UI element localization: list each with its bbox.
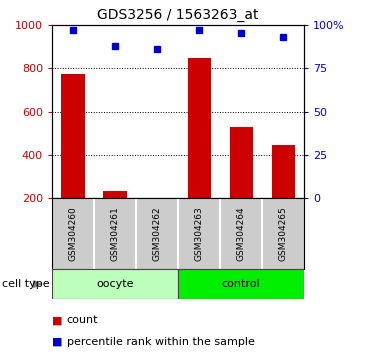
Bar (52, 269, 178, 299)
Text: ■: ■ (52, 315, 62, 325)
Bar (145, 198, 169, 208)
Text: cell type: cell type (2, 279, 49, 289)
Text: GSM304264: GSM304264 (237, 206, 246, 261)
Text: control: control (222, 279, 260, 289)
Bar (230, 127, 253, 198)
Bar (178, 269, 304, 299)
Text: percentile rank within the sample: percentile rank within the sample (67, 337, 255, 347)
Bar (62, 74, 85, 198)
Title: GDS3256 / 1563263_at: GDS3256 / 1563263_at (97, 8, 259, 22)
Text: GSM304263: GSM304263 (195, 206, 204, 261)
Text: ■: ■ (52, 337, 62, 347)
Text: GSM304262: GSM304262 (152, 206, 161, 261)
Bar (272, 145, 295, 198)
Text: GSM304265: GSM304265 (279, 206, 288, 261)
Text: GSM304260: GSM304260 (69, 206, 78, 261)
Text: count: count (67, 315, 98, 325)
Text: GSM304261: GSM304261 (111, 206, 119, 261)
Bar (104, 191, 127, 198)
Text: oocyte: oocyte (96, 279, 134, 289)
Bar (188, 58, 211, 198)
